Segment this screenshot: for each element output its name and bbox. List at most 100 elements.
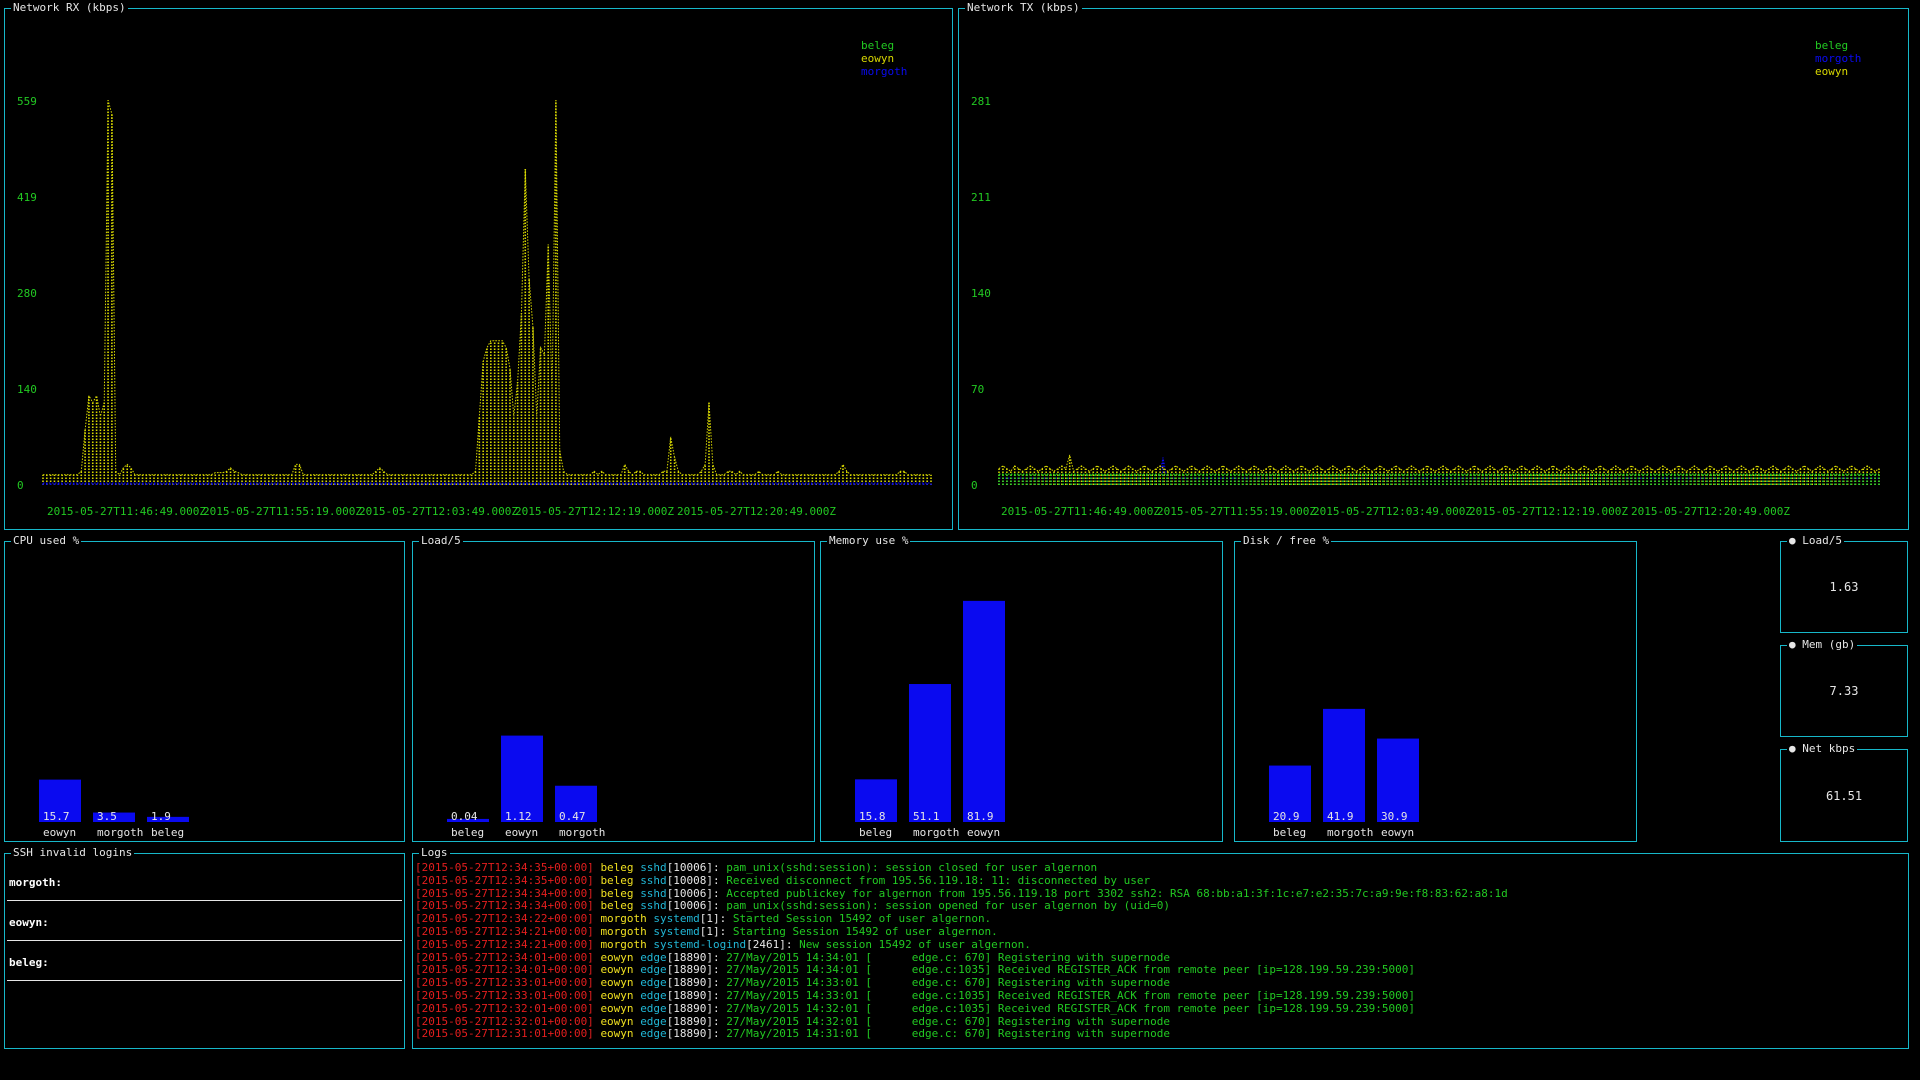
x-tick-label: 2015-05-27T12:12:19.000Z [515,505,674,518]
y-tick-label: 140 [17,383,37,396]
log-yel-segment: beleg [600,874,641,887]
bar-value-label: 3.5 [97,810,117,823]
bar-beleg [855,779,897,822]
log-red-segment: [2015-05-27T12:31:01+00:00] [415,1028,601,1041]
bar-category-label: morgoth [1327,826,1373,839]
y-tick-label: 559 [17,95,37,108]
bar-beleg [1269,765,1311,822]
bar-category-label: morgoth [559,826,605,839]
log-line: [2015-05-27T12:34:01+00:00] eowyn edge[1… [415,964,1904,977]
log-red-segment: [2015-05-27T12:33:01+00:00] [415,989,601,1002]
log-red-segment: [2015-05-27T12:32:01+00:00] [415,1002,601,1015]
logs-panel[interactable]: Logs [2015-05-27T12:34:35+00:00] beleg s… [412,846,1909,1049]
log-cyan-segment: sshd [640,887,667,900]
log-yel-segment: eowyn [600,989,641,1002]
network-tx-title: Network TX (kbps) [965,1,1082,15]
log-grn-segment: Started Session 15492 of user algernon. [726,913,992,926]
ssh-title: SSH invalid logins [11,846,135,860]
memory-bar-chart: 15.8 beleg 51.1 morgoth 81.9 eowyn [855,600,1005,839]
x-tick-label: 2015-05-27T12:12:19.000Z [1469,505,1628,518]
y-tick-label: 281 [971,95,991,108]
stat-load-label: Load/5 [1802,534,1842,547]
log-red-segment: [2015-05-27T12:34:22+00:00] [415,913,601,926]
bar-value-label: 15.7 [43,810,70,823]
disk-bar-chart: 20.9 beleg 41.9 morgoth 30.9 eowyn [1269,708,1419,839]
log-line: [2015-05-27T12:34:35+00:00] beleg sshd[1… [415,875,1904,888]
log-yel-segment: eowyn [600,977,641,990]
log-cyan-segment: edge [640,989,667,1002]
log-grn-segment: 27/May/2015 14:33:01 [ edge.c: 670] Regi… [719,977,1171,990]
bar-value-label: 30.9 [1381,810,1408,823]
log-line: [2015-05-27T12:34:34+00:00] beleg sshd[1… [415,888,1904,901]
log-grn-segment: 27/May/2015 14:32:01 [ edge.c:1035] Rece… [719,1002,1416,1015]
network-tx-chart: 2812111407002015-05-27T11:46:49.000Z2015… [971,39,1880,518]
log-cyan-segment: sshd [640,874,667,887]
log-yel-segment: beleg [600,862,641,874]
log-cyan-segment: systemd [653,913,700,926]
y-tick-label: 0 [17,479,24,492]
network-rx-title: Network RX (kbps) [11,1,128,15]
log-red-segment: [2015-05-27T12:34:01+00:00] [415,951,601,964]
log-cyan-segment: edge [640,964,667,977]
disk-panel: Disk / free % 20.9 beleg 41.9 morgoth 30.9 eo… [1234,534,1637,842]
bar-value-label: 1.9 [151,810,171,823]
log-line: [2015-05-27T12:32:01+00:00] eowyn edge[1… [415,1003,1904,1016]
stat-mem-label: Mem (gb) [1802,638,1856,651]
log-line: [2015-05-27T12:34:21+00:00] morgoth syst… [415,926,1904,939]
bar-value-label: 0.47 [559,810,586,823]
x-tick-label: 2015-05-27T12:20:49.000Z [1631,505,1790,518]
series-line-eowyn [43,100,931,476]
log-line: [2015-05-27T12:34:22+00:00] morgoth syst… [415,913,1904,926]
bar-category-label: morgoth [97,826,143,839]
log-wht-segment: [1]: [699,913,727,926]
log-line: [2015-05-27T12:31:01+00:00] eowyn edge[1… [415,1028,1904,1041]
cpu-panel: CPU used % 15.7 eowyn 3.5 morgoth 1.9 beleg [4,534,405,842]
x-tick-label: 2015-05-27T12:20:49.000Z [677,505,836,518]
log-grn-segment: 27/May/2015 14:34:01 [ edge.c:1035] Rece… [719,964,1416,977]
log-yel-segment: eowyn [600,1028,641,1041]
stat-mem-title: ● Mem (gb) [1787,638,1858,652]
bar-value-label: 0.04 [451,810,478,823]
load-title: Load/5 [419,534,463,548]
x-tick-label: 2015-05-27T12:03:49.000Z [1313,505,1472,518]
y-tick-label: 280 [17,287,37,300]
network-rx-panel: Network RX (kbps) 559 419 280 140 0 2015-05-2… [4,1,953,530]
log-wht-segment: [18890]: [666,1002,720,1015]
log-wht-segment: [18890]: [666,964,720,977]
log-wht-segment: [10006]: [666,887,720,900]
y-tick-label: 211 [971,191,991,204]
log-wht-segment: [10008]: [666,874,720,887]
log-red-segment: [2015-05-27T12:34:35+00:00] [415,874,601,887]
ssh-row-morgoth: morgoth: [7,862,402,901]
log-yel-segment: beleg [600,887,641,900]
network-rx-chart: 55941928014002015-05-27T11:46:49.000Z201… [17,39,932,518]
log-line: [2015-05-27T12:34:34+00:00] beleg sshd[1… [415,900,1904,913]
log-line: [2015-05-27T12:33:01+00:00] eowyn edge[1… [415,977,1904,990]
log-wht-segment: [2461]: [746,938,793,951]
ssh-panel: SSH invalid logins morgoth: eowyn: beleg… [4,846,405,1049]
logs-title: Logs [419,846,450,860]
memory-panel: Memory use % 15.8 beleg 51.1 morgoth 81.9 eow… [820,534,1223,842]
cpu-bar-chart: 15.7 eowyn 3.5 morgoth 1.9 beleg [39,779,189,839]
log-wht-segment: [18890]: [666,989,720,1002]
bar-category-label: eowyn [967,826,1000,839]
log-wht-segment: [18890]: [666,951,720,964]
log-yel-segment: morgoth [600,925,654,938]
log-yel-segment: eowyn [600,964,641,977]
bar-value-label: 15.8 [859,810,886,823]
log-yel-segment: morgoth [600,938,654,951]
log-list[interactable]: [2015-05-27T12:34:35+00:00] beleg sshd[1… [415,862,1904,1046]
x-tick-label: 2015-05-27T11:46:49.000Z [47,505,206,518]
log-grn-segment: Accepted publickey for algernon from 195… [719,887,1508,900]
bar-morgoth [909,684,951,822]
bar-category-label: eowyn [505,826,538,839]
x-tick-label: 2015-05-27T11:55:19.000Z [1157,505,1316,518]
bar-morgoth [93,812,135,822]
log-cyan-segment: sshd [640,862,667,874]
log-wht-segment: [18890]: [666,1015,720,1028]
log-cyan-segment: edge [640,977,667,990]
stat-load-title: ● Load/5 [1787,534,1844,548]
log-line: [2015-05-27T12:33:01+00:00] eowyn edge[1… [415,990,1904,1003]
stat-mem-panel: ● Mem (gb) 7.33 [1780,638,1908,737]
y-tick-label: 70 [971,383,984,396]
